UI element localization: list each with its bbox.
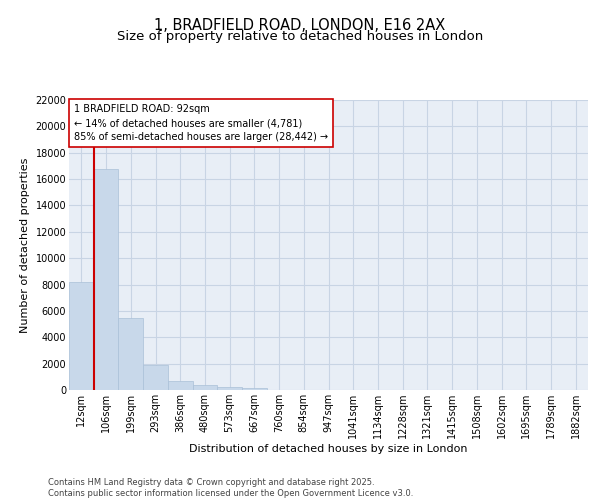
Bar <box>242 388 267 390</box>
Y-axis label: Number of detached properties: Number of detached properties <box>20 158 30 332</box>
Text: Size of property relative to detached houses in London: Size of property relative to detached ho… <box>117 30 483 43</box>
Text: 1, BRADFIELD ROAD, LONDON, E16 2AX: 1, BRADFIELD ROAD, LONDON, E16 2AX <box>154 18 446 32</box>
Bar <box>69 282 94 390</box>
Bar <box>193 385 217 390</box>
Text: 1 BRADFIELD ROAD: 92sqm
← 14% of detached houses are smaller (4,781)
85% of semi: 1 BRADFIELD ROAD: 92sqm ← 14% of detache… <box>74 104 328 142</box>
Bar <box>168 381 193 390</box>
Bar <box>94 168 118 390</box>
Text: Contains HM Land Registry data © Crown copyright and database right 2025.
Contai: Contains HM Land Registry data © Crown c… <box>48 478 413 498</box>
Bar <box>217 386 242 390</box>
Bar <box>118 318 143 390</box>
X-axis label: Distribution of detached houses by size in London: Distribution of detached houses by size … <box>189 444 468 454</box>
Bar <box>143 365 168 390</box>
